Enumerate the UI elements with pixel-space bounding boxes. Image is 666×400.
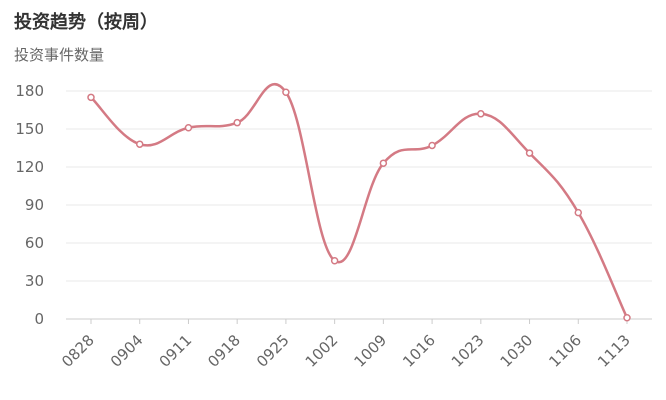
y-tick-label: 150 <box>15 120 44 138</box>
x-tick-label: 1113 <box>594 331 634 371</box>
data-point <box>623 313 631 322</box>
data-point <box>184 123 193 132</box>
data-point <box>574 208 583 217</box>
series-group <box>89 83 629 319</box>
y-tick-label: 60 <box>25 234 44 252</box>
y-tick-label: 90 <box>25 196 44 214</box>
x-tick-label: 0911 <box>156 331 196 371</box>
grid-lines <box>66 90 652 282</box>
y-axis-ticks: 0 30 60 90 120 150 180 <box>15 82 44 328</box>
y-tick-label: 30 <box>25 272 44 290</box>
y-tick-label: 0 <box>34 310 44 328</box>
x-tick-label: 1030 <box>497 331 537 371</box>
x-axis-ticks: 0828 0904 0911 0918 0925 1002 1009 1016 1023 1030… <box>58 319 634 371</box>
data-point <box>428 141 436 150</box>
x-tick-label: 1016 <box>399 331 439 371</box>
x-tick-label: 0904 <box>107 331 147 371</box>
data-point <box>525 149 534 157</box>
chart-title: 投资趋势（按周） <box>14 12 158 33</box>
data-point <box>477 110 485 118</box>
x-tick-label: 1009 <box>350 331 390 371</box>
data-point <box>233 118 241 127</box>
x-tick-label: 1106 <box>545 331 585 371</box>
data-point <box>330 256 339 265</box>
series-line <box>89 83 629 319</box>
y-axis-label: 投资事件数量 <box>14 46 105 64</box>
data-point <box>135 140 144 148</box>
data-point <box>282 88 290 97</box>
data-point <box>87 93 95 102</box>
x-tick-label: 0828 <box>58 331 98 371</box>
x-tick-label: 0918 <box>204 331 244 371</box>
y-tick-label: 120 <box>15 158 44 176</box>
x-tick-label: 0925 <box>253 331 293 371</box>
y-tick-label: 180 <box>15 82 44 100</box>
data-point <box>379 159 388 167</box>
x-tick-label: 1023 <box>448 331 488 371</box>
data-points <box>87 88 631 322</box>
x-tick-label: 1002 <box>302 331 342 371</box>
